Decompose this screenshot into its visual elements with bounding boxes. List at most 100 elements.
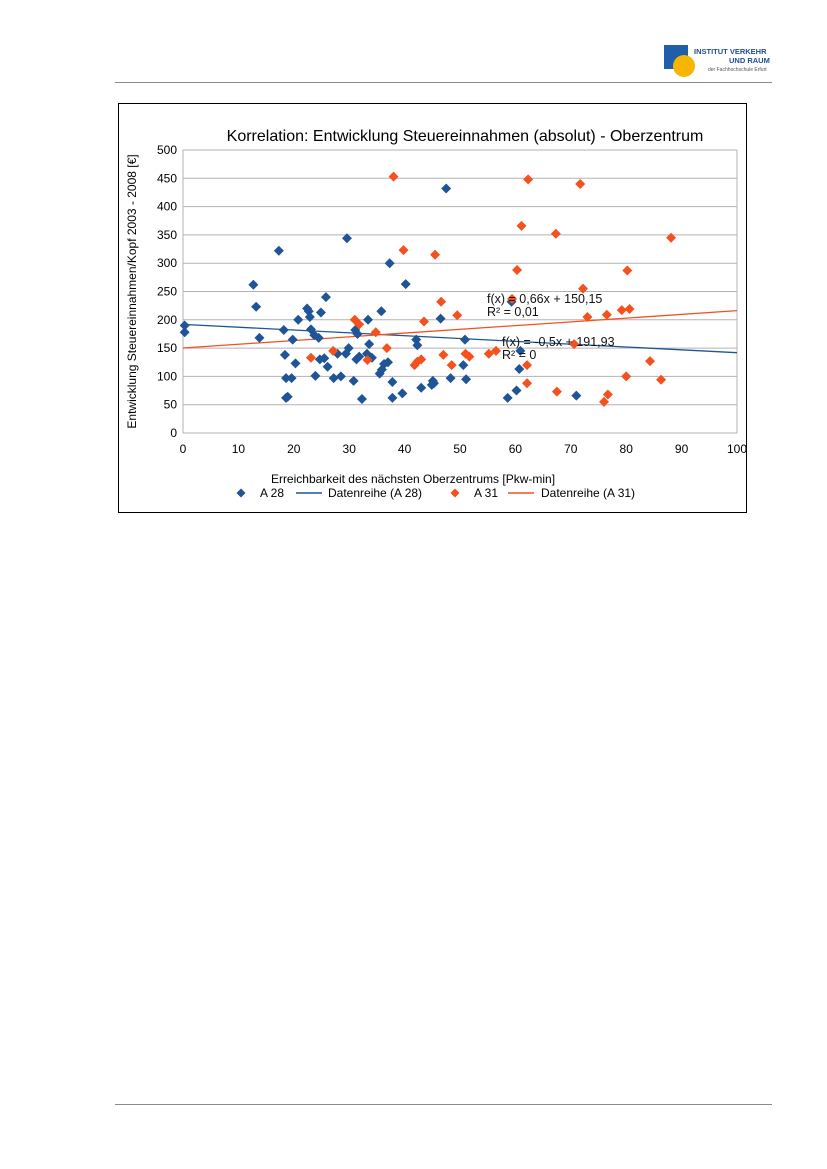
data-point-a31 xyxy=(354,319,365,330)
data-point-a28 xyxy=(290,358,301,369)
x-tick-label: 20 xyxy=(287,442,301,456)
data-point-a31 xyxy=(551,386,562,397)
x-tick-label: 90 xyxy=(675,442,689,456)
data-point-a28 xyxy=(387,377,398,388)
data-point-a28 xyxy=(341,233,352,244)
data-point-a28 xyxy=(273,245,284,256)
data-point-a28 xyxy=(281,373,292,384)
data-point-a31 xyxy=(602,389,613,400)
y-tick-label: 500 xyxy=(157,143,177,157)
data-point-a28 xyxy=(279,349,290,360)
data-point-a31 xyxy=(622,265,633,276)
legend-label: A 31 xyxy=(474,486,498,500)
data-point-a28 xyxy=(179,320,190,331)
data-point-a28 xyxy=(313,332,324,343)
data-point-a31 xyxy=(582,311,593,322)
y-tick-label: 0 xyxy=(170,426,177,440)
y-tick-label: 50 xyxy=(164,398,178,412)
data-point-a28 xyxy=(461,374,472,385)
data-point-a31 xyxy=(483,348,494,359)
data-point-a28 xyxy=(348,375,359,386)
scatter-chart: Korrelation: Entwicklung Steuereinnahmen… xyxy=(125,128,747,500)
data-point-a28 xyxy=(293,314,304,325)
trendline-equation-a31: f(x) = 0,66x + 150,15 xyxy=(487,292,602,306)
data-point-a28 xyxy=(511,385,522,396)
legend-marker-a31 xyxy=(450,488,460,498)
logo-line-3: der Fachhochschule Erfurt xyxy=(708,67,767,73)
data-point-a28 xyxy=(343,343,354,354)
data-point-a28 xyxy=(445,373,456,384)
data-point-a31 xyxy=(522,360,533,371)
data-point-a28 xyxy=(435,313,446,324)
data-point-a31 xyxy=(550,228,561,239)
data-point-a28 xyxy=(287,334,298,345)
data-point-a31 xyxy=(464,351,475,362)
y-tick-label: 200 xyxy=(157,313,177,327)
data-point-a28 xyxy=(364,339,375,350)
data-point-a28 xyxy=(320,292,331,303)
data-point-a31 xyxy=(452,310,463,321)
data-point-a28 xyxy=(286,373,297,384)
x-tick-label: 10 xyxy=(232,442,246,456)
trendline-a28 xyxy=(182,323,738,354)
data-point-a28 xyxy=(319,353,330,364)
data-point-a28 xyxy=(335,371,346,382)
data-point-a28 xyxy=(322,361,333,372)
data-point-a28 xyxy=(248,279,259,290)
data-point-a31 xyxy=(522,378,533,389)
x-tick-label: 50 xyxy=(453,442,467,456)
data-point-a28 xyxy=(502,392,513,403)
data-point-a31 xyxy=(460,348,471,359)
data-point-a28 xyxy=(416,382,427,393)
data-point-a28 xyxy=(387,392,398,403)
data-point-a31 xyxy=(624,304,635,315)
data-point-a31 xyxy=(621,371,632,382)
data-point-a28 xyxy=(428,378,439,389)
legend-label: Datenreihe (A 28) xyxy=(328,486,422,500)
x-tick-label: 0 xyxy=(180,442,187,456)
data-point-a28 xyxy=(254,332,265,343)
trendline-a31 xyxy=(182,310,738,349)
institute-logo: INSTITUT VERKEHR UND RAUM der Fachhochsc… xyxy=(664,45,774,79)
data-point-a31 xyxy=(416,354,427,365)
data-point-a31 xyxy=(436,296,447,307)
legend-marker-a28 xyxy=(236,488,246,498)
y-axis-label: Entwicklung Steuereinnahmen/Kopf 2003 - … xyxy=(125,154,139,428)
header-rule xyxy=(115,82,772,83)
data-point-a28 xyxy=(356,394,367,405)
y-tick-label: 100 xyxy=(157,369,177,383)
data-point-a28 xyxy=(363,314,374,325)
data-point-a28 xyxy=(310,370,321,381)
trendline-r2-a31: R² = 0,01 xyxy=(487,305,539,319)
y-tick-label: 300 xyxy=(157,256,177,270)
y-tick-label: 400 xyxy=(157,200,177,214)
y-tick-label: 150 xyxy=(157,341,177,355)
data-point-a28 xyxy=(514,364,525,375)
y-tick-label: 250 xyxy=(157,285,177,299)
data-point-a28 xyxy=(400,279,411,290)
x-tick-label: 70 xyxy=(564,442,578,456)
data-point-a31 xyxy=(305,352,316,363)
x-tick-label: 30 xyxy=(343,442,357,456)
data-point-a28 xyxy=(328,373,339,384)
x-tick-label: 40 xyxy=(398,442,412,456)
data-point-a31 xyxy=(398,245,409,256)
data-point-a31 xyxy=(381,343,392,354)
data-point-a28 xyxy=(179,327,190,338)
data-point-a31 xyxy=(430,249,441,260)
data-point-a31 xyxy=(666,232,677,243)
data-point-a28 xyxy=(315,307,326,318)
data-point-a31 xyxy=(616,305,627,316)
data-point-a28 xyxy=(352,328,363,339)
data-point-a28 xyxy=(278,324,289,335)
x-tick-label: 60 xyxy=(509,442,523,456)
data-point-a31 xyxy=(362,354,373,365)
data-point-a31 xyxy=(418,316,429,327)
data-point-a28 xyxy=(571,390,582,401)
data-point-a28 xyxy=(458,360,469,371)
data-point-a31 xyxy=(491,345,502,356)
data-point-a28 xyxy=(441,183,452,194)
logo-sun-icon xyxy=(673,55,695,77)
x-axis-label: Erreichbarkeit des nächsten Oberzentrums… xyxy=(271,472,555,486)
legend-label: Datenreihe (A 31) xyxy=(541,486,635,500)
